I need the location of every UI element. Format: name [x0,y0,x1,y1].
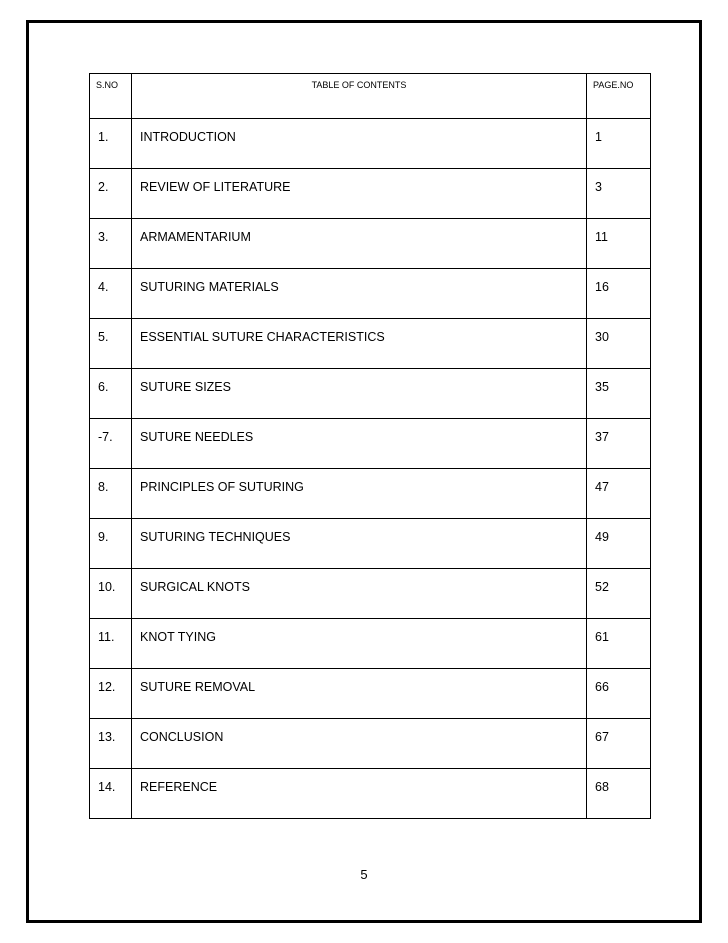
header-page: PAGE.NO [587,74,651,119]
cell-sno: 1. [90,119,132,169]
cell-sno: 6. [90,369,132,419]
cell-page: 49 [587,519,651,569]
cell-page: 52 [587,569,651,619]
cell-sno: 4. [90,269,132,319]
cell-title: SUTURING TECHNIQUES [132,519,587,569]
table-row: 12. SUTURE REMOVAL 66 [90,669,651,719]
cell-page: 35 [587,369,651,419]
cell-title: INTRODUCTION [132,119,587,169]
table-row: 6. SUTURE SIZES 35 [90,369,651,419]
cell-sno: 8. [90,469,132,519]
table-row: 5. ESSENTIAL SUTURE CHARACTERISTICS 30 [90,319,651,369]
header-title: TABLE OF CONTENTS [132,74,587,119]
table-row: 11. KNOT TYING 61 [90,619,651,669]
cell-page: 3 [587,169,651,219]
content-area: S.NO TABLE OF CONTENTS PAGE.NO 1. INTROD… [89,73,651,819]
cell-title: ESSENTIAL SUTURE CHARACTERISTICS [132,319,587,369]
cell-page: 37 [587,419,651,469]
cell-page: 66 [587,669,651,719]
cell-sno: 9. [90,519,132,569]
cell-sno: 10. [90,569,132,619]
table-row: 9. SUTURING TECHNIQUES 49 [90,519,651,569]
table-row: 1. INTRODUCTION 1 [90,119,651,169]
table-row: 2. REVIEW OF LITERATURE 3 [90,169,651,219]
table-row: 3. ARMAMENTARIUM 11 [90,219,651,269]
cell-title: SURGICAL KNOTS [132,569,587,619]
cell-title: SUTURE REMOVAL [132,669,587,719]
cell-page: 16 [587,269,651,319]
cell-title: PRINCIPLES OF SUTURING [132,469,587,519]
cell-sno: 2. [90,169,132,219]
table-row: 13. CONCLUSION 67 [90,719,651,769]
header-sno: S.NO [90,74,132,119]
table-of-contents: S.NO TABLE OF CONTENTS PAGE.NO 1. INTROD… [89,73,651,819]
cell-page: 67 [587,719,651,769]
cell-title: KNOT TYING [132,619,587,669]
cell-sno: 3. [90,219,132,269]
cell-sno: 11. [90,619,132,669]
cell-page: 61 [587,619,651,669]
page-border: S.NO TABLE OF CONTENTS PAGE.NO 1. INTROD… [26,20,702,923]
cell-title: REVIEW OF LITERATURE [132,169,587,219]
cell-title: ARMAMENTARIUM [132,219,587,269]
cell-sno: 5. [90,319,132,369]
cell-page: 1 [587,119,651,169]
cell-title: SUTURE NEEDLES [132,419,587,469]
table-row: 14. REFERENCE 68 [90,769,651,819]
table-row: -7. SUTURE NEEDLES 37 [90,419,651,469]
cell-page: 47 [587,469,651,519]
cell-title: CONCLUSION [132,719,587,769]
cell-title: REFERENCE [132,769,587,819]
cell-sno: 13. [90,719,132,769]
cell-title: SUTURE SIZES [132,369,587,419]
table-row: 4. SUTURING MATERIALS 16 [90,269,651,319]
table-row: 10. SURGICAL KNOTS 52 [90,569,651,619]
table-row: 8. PRINCIPLES OF SUTURING 47 [90,469,651,519]
table-header-row: S.NO TABLE OF CONTENTS PAGE.NO [90,74,651,119]
page-number: 5 [29,867,699,882]
cell-page: 30 [587,319,651,369]
cell-title: SUTURING MATERIALS [132,269,587,319]
table-body: 1. INTRODUCTION 1 2. REVIEW OF LITERATUR… [90,119,651,819]
cell-sno: -7. [90,419,132,469]
cell-page: 68 [587,769,651,819]
cell-sno: 12. [90,669,132,719]
cell-sno: 14. [90,769,132,819]
cell-page: 11 [587,219,651,269]
